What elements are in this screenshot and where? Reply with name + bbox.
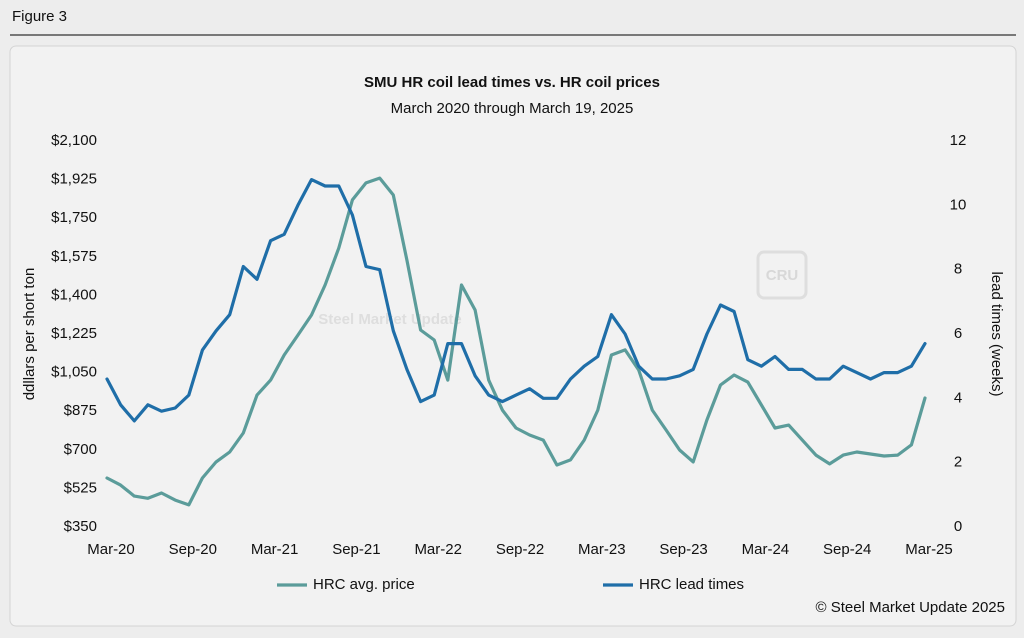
x-tick-label: Sep-24 xyxy=(823,541,871,558)
y2-tick-label: 2 xyxy=(954,454,962,471)
y2-tick-label: 6 xyxy=(954,325,962,342)
y-tick-label: $1,400 xyxy=(51,286,97,303)
x-tick-label: Mar-23 xyxy=(578,541,626,558)
chart-subtitle: March 2020 through March 19, 2025 xyxy=(391,100,634,117)
chart-title: SMU HR coil lead times vs. HR coil price… xyxy=(364,74,660,91)
y-tick-label: $2,100 xyxy=(51,132,97,149)
y-tick-label: $1,575 xyxy=(51,248,97,265)
x-tick-label: Sep-20 xyxy=(169,541,217,558)
series-line xyxy=(105,176,927,507)
y2-tick-label: 4 xyxy=(954,389,962,406)
y-tick-label: $350 xyxy=(64,518,97,535)
x-tick-label: Sep-22 xyxy=(496,541,544,558)
x-tick-label: Mar-24 xyxy=(742,541,790,558)
legend-label: HRC lead times xyxy=(639,576,744,593)
y2-tick-label: 0 xyxy=(954,518,962,535)
y2-tick-label: 8 xyxy=(954,261,962,278)
y2-tick-label: 12 xyxy=(950,132,967,149)
y-tick-label: $1,750 xyxy=(51,209,97,226)
figure-label: Figure 3 xyxy=(12,8,67,25)
x-tick-label: Mar-25 xyxy=(905,541,953,558)
y2-axis-label: lead times (weeks) xyxy=(988,271,1005,396)
y-tick-label: $700 xyxy=(64,441,97,458)
y-tick-label: $525 xyxy=(64,479,97,496)
x-tick-label: Mar-22 xyxy=(414,541,462,558)
y-tick-label: $1,225 xyxy=(51,325,97,342)
watermark-logo-text: CRU xyxy=(766,267,799,284)
x-tick-label: Sep-23 xyxy=(659,541,707,558)
y-tick-label: $1,925 xyxy=(51,171,97,188)
chart-panel xyxy=(9,45,1017,627)
x-tick-label: Mar-20 xyxy=(87,541,135,558)
series-line xyxy=(105,178,927,423)
y-tick-label: $875 xyxy=(64,402,97,419)
y-tick-label: $1,050 xyxy=(51,364,97,381)
x-tick-label: Mar-21 xyxy=(251,541,299,558)
footer: © Steel Market Update 2025 xyxy=(816,599,1006,616)
y-axis-label: ddllars per short ton xyxy=(21,268,38,401)
y2-tick-label: 10 xyxy=(950,196,967,213)
watermark-logo xyxy=(756,250,808,300)
legend-label: HRC avg. price xyxy=(313,576,415,593)
x-tick-label: Sep-21 xyxy=(332,541,380,558)
